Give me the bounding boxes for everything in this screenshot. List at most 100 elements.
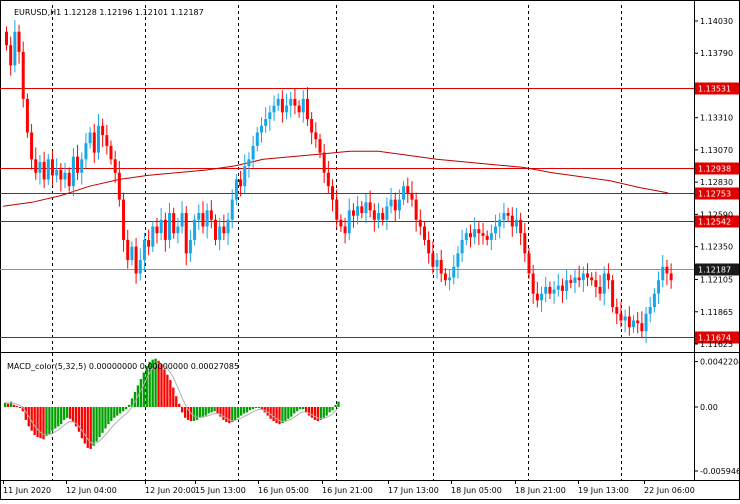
macd-bar-15 (48, 407, 51, 434)
candle-body-34 (147, 239, 151, 247)
candle-body-42 (180, 213, 184, 227)
x-tick-label-8: 18 Jun 21:00 (515, 486, 566, 495)
candle-body-158 (665, 266, 669, 274)
level-label-3: 1.12542 (698, 218, 731, 227)
candle-body-149 (627, 316, 631, 328)
candle-body-33 (142, 239, 146, 261)
candle-body-10 (46, 159, 50, 180)
x-tick-label-0: 11 Jun 2020 (3, 486, 51, 495)
candle-body-11 (50, 159, 54, 176)
candle-body-21 (92, 132, 96, 153)
candle-body-32 (138, 260, 142, 274)
macd-bar-48 (145, 366, 148, 407)
macd-bar-112 (334, 404, 337, 407)
macd-bar-58 (175, 396, 178, 407)
candle-body-74 (314, 132, 318, 140)
macd-bar-85 (254, 407, 258, 409)
macd-bar-80 (240, 407, 243, 416)
candle-body-111 (468, 233, 472, 238)
candle-body-90 (381, 213, 385, 220)
candle-body-156 (657, 280, 661, 294)
candle-body-68 (289, 98, 293, 106)
macd-bar-29 (89, 407, 92, 449)
candle-body-85 (360, 206, 364, 214)
macd-bar-84 (251, 407, 255, 410)
candle-body-114 (481, 233, 485, 236)
candle-body-29 (126, 239, 130, 261)
macd-bar-107 (319, 407, 322, 420)
level-label-0: 1.13531 (698, 85, 731, 94)
macd-bar-21 (65, 407, 69, 418)
x-tick-label-10: 22 Jun 06:00 (644, 486, 695, 495)
candle-body-117 (494, 226, 498, 234)
candle-body-82 (347, 210, 351, 234)
candle-body-120 (506, 213, 510, 216)
x-tick-label-6: 17 Jun 13:00 (388, 486, 439, 495)
candle-body-137 (577, 277, 581, 281)
candle-body-140 (590, 277, 594, 281)
candle-body-18 (80, 159, 84, 173)
candle-body-3 (17, 31, 21, 52)
candle-body-96 (406, 186, 410, 193)
candle-body-31 (134, 246, 138, 274)
candle-body-110 (464, 233, 468, 240)
candle-body-64 (272, 105, 276, 113)
candle-body-155 (652, 293, 656, 308)
candle-body-118 (498, 219, 502, 227)
macd-bar-105 (313, 407, 317, 420)
chart-title: EURUSD,H1 1.12128 1.12196 1.12101 1.1218… (14, 8, 204, 17)
macd-bar-67 (201, 407, 204, 417)
candle-body-139 (586, 273, 590, 278)
macd-bar-103 (307, 407, 311, 416)
candle-body-125 (527, 253, 531, 274)
candle-body-41 (176, 226, 180, 234)
macd-bar-75 (225, 407, 228, 423)
macd-bar-34 (104, 407, 107, 429)
candle-body-152 (640, 323, 644, 332)
macd-bar-61 (183, 407, 187, 418)
candle-body-8 (38, 162, 42, 173)
level-label-2: 1.12753 (698, 190, 731, 199)
candle-body-26 (113, 159, 117, 173)
x-tick-label-2: 12 Jun 20:00 (145, 486, 196, 495)
candle-body-46 (197, 213, 201, 220)
candle-body-67 (285, 105, 289, 113)
macd-bar-22 (68, 407, 72, 419)
macd-bar-72 (216, 407, 219, 414)
candle-body-54 (230, 199, 234, 220)
candle-body-108 (456, 253, 460, 267)
candle-body-66 (280, 98, 284, 113)
candle-body-146 (615, 307, 619, 314)
candle-body-77 (326, 172, 330, 187)
macd-bar-83 (248, 407, 252, 411)
macd-bar-60 (181, 407, 184, 413)
macd-bar-23 (71, 407, 75, 423)
macd-bar-52 (157, 360, 160, 407)
macd-bar-47 (142, 372, 145, 407)
macd-bar-26 (80, 407, 83, 439)
candle-body-89 (377, 213, 381, 220)
candle-body-79 (335, 199, 339, 220)
macd-tick-label-0: 0.0042204 (700, 358, 740, 367)
macd-bar-33 (101, 407, 104, 433)
macd-bar-99 (296, 407, 299, 412)
macd-bar-56 (169, 380, 172, 407)
candle-body-122 (514, 219, 518, 227)
macd-bar-91 (272, 407, 275, 421)
candle-body-105 (443, 273, 447, 281)
candle-body-52 (222, 226, 226, 234)
candle-body-70 (297, 105, 301, 113)
candle-body-53 (226, 219, 230, 234)
macd-bar-89 (266, 407, 269, 416)
macd-bar-10 (33, 407, 36, 435)
candle-body-61 (259, 125, 263, 133)
level-tag-2 (695, 187, 739, 200)
macd-bar-101 (301, 407, 305, 410)
macd-bar-50 (151, 359, 154, 407)
macd-bar-68 (204, 407, 207, 416)
candle-body-151 (636, 320, 640, 324)
candle-body-51 (218, 226, 222, 240)
level-tag-4 (695, 331, 739, 344)
